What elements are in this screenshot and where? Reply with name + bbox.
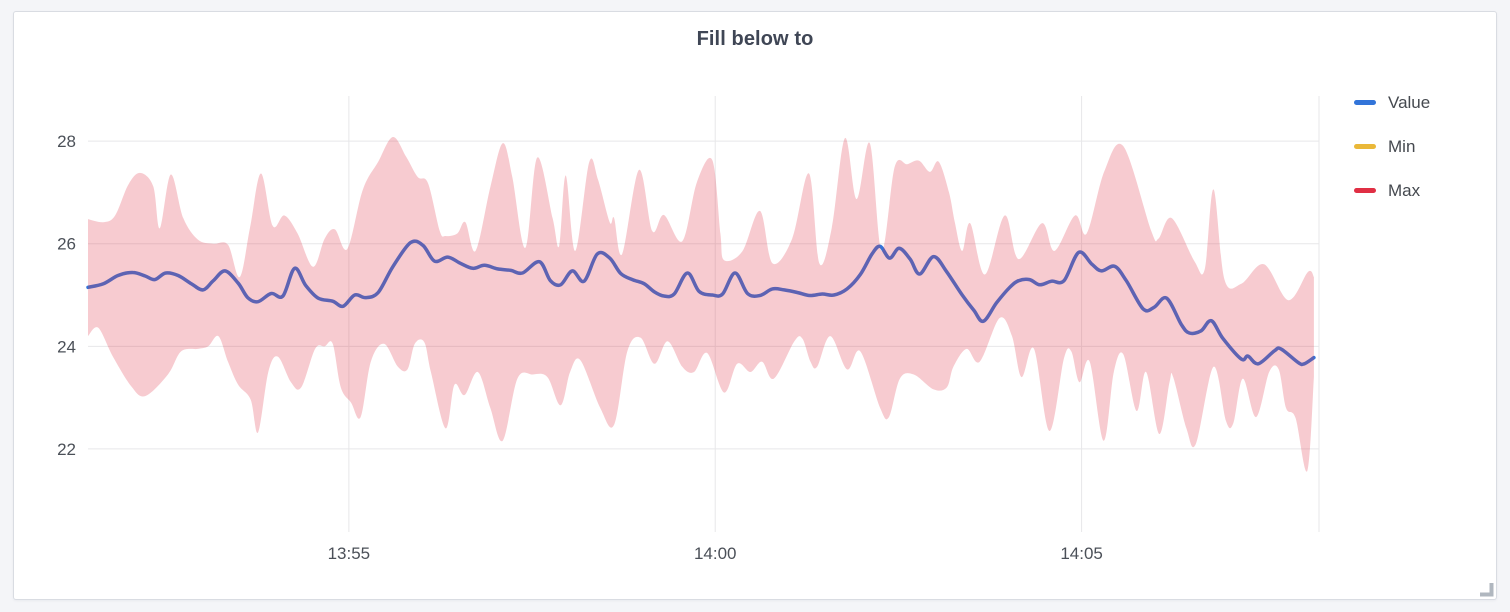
- y-axis-tick-label: 26: [57, 235, 76, 254]
- y-axis-tick-label: 22: [57, 440, 76, 459]
- y-axis-tick-label: 28: [57, 132, 76, 151]
- legend-label-min: Min: [1388, 137, 1416, 156]
- time-series-chart[interactable]: 22 24 26 28 13:55 14:00 14:05: [14, 12, 1496, 599]
- x-axis-tick-label: 14:00: [694, 544, 737, 563]
- legend-swatch-value-icon: [1354, 100, 1376, 105]
- panel-title[interactable]: Fill below to: [696, 28, 814, 50]
- x-axis-tick-label: 13:55: [328, 544, 371, 563]
- legend-item-min[interactable]: Min: [1354, 136, 1430, 157]
- legend-label-max: Max: [1388, 181, 1421, 200]
- min-max-band[interactable]: [88, 136, 1314, 472]
- y-axis-tick-label: 24: [57, 337, 76, 356]
- legend-item-max[interactable]: Max: [1354, 180, 1430, 201]
- legend-label-value: Value: [1388, 93, 1431, 112]
- legend-item-value[interactable]: Value: [1354, 92, 1430, 113]
- legend-swatch-min-icon: [1354, 144, 1376, 149]
- value-series-line[interactable]: [86, 239, 1316, 367]
- x-axis-tick-label: 14:05: [1060, 544, 1103, 563]
- legend: Value Min Max: [1354, 92, 1430, 201]
- panel-resize-handle-icon[interactable]: [1478, 581, 1494, 597]
- panel-header: Fill below to: [14, 28, 1496, 51]
- panel-fill-below-to: 22 24 26 28 13:55 14:00 14:05 Fill below to Va…: [13, 11, 1497, 600]
- chart-canvas[interactable]: 22 24 26 28 13:55 14:00 14:05: [14, 12, 1496, 599]
- legend-swatch-max-icon: [1354, 188, 1376, 193]
